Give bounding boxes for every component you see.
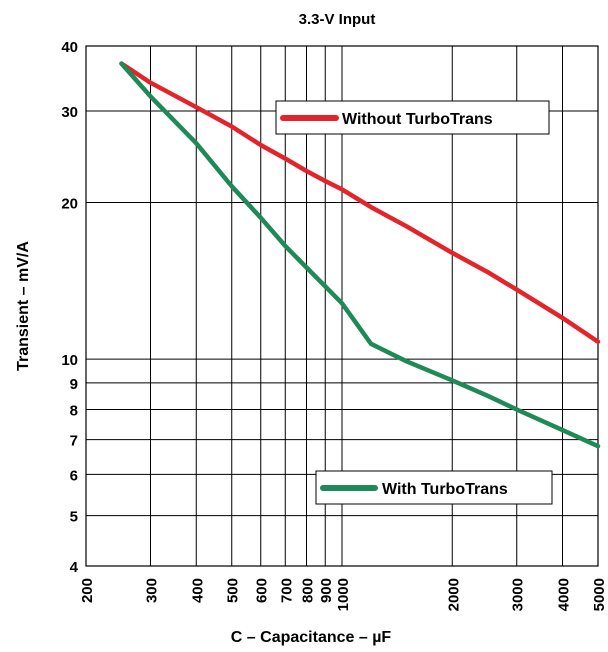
x-tick-label: 2000 <box>445 578 462 611</box>
y-tick-label: 7 <box>70 433 78 450</box>
x-tick-label: 600 <box>254 578 271 603</box>
x-tick-label: 400 <box>189 578 206 603</box>
x-tick-label: 1000 <box>335 578 352 611</box>
chart-title: 3.3-V Input <box>299 11 376 28</box>
legend-label-with: With TurboTrans <box>382 481 508 498</box>
y-tick-label: 20 <box>61 196 78 213</box>
y-tick-label: 30 <box>61 104 78 121</box>
y-axis-label: Transient – mV/A <box>15 241 32 371</box>
series-line-1 <box>119 61 601 449</box>
y-tick-label: 5 <box>70 509 78 526</box>
x-tick-label: 5000 <box>591 578 608 611</box>
series-layer <box>119 61 601 449</box>
x-tick-label: 900 <box>318 578 335 603</box>
x-tick-label: 700 <box>278 578 295 603</box>
y-tick-label: 6 <box>70 467 78 484</box>
plot-frame <box>85 45 599 567</box>
y-tick-label: 9 <box>70 376 78 393</box>
legend-with-turbotrans: With TurboTrans <box>315 470 553 505</box>
x-tick-label: 500 <box>225 578 242 603</box>
x-tick-label: 800 <box>300 578 317 603</box>
legend-without-turbotrans: Without TurboTrans <box>275 100 550 135</box>
x-tick-label: 4000 <box>556 578 573 611</box>
x-tick-label: 300 <box>143 578 160 603</box>
x-tick-label: 200 <box>79 578 96 603</box>
y-tick-label: 10 <box>61 352 78 369</box>
x-tick-label: 3000 <box>510 578 527 611</box>
series-line-0 <box>119 61 601 344</box>
y-tick-label: 8 <box>70 402 78 419</box>
tick-layer: 200 300 400 500 600 700 800 900 1000 2000 3000 4000… <box>61 39 608 611</box>
legend-label-without: Without TurboTrans <box>342 111 493 128</box>
x-axis-label: C – Capacitance – µF <box>231 629 392 646</box>
y-tick-label: 4 <box>70 559 79 576</box>
y-tick-label: 40 <box>61 39 78 56</box>
